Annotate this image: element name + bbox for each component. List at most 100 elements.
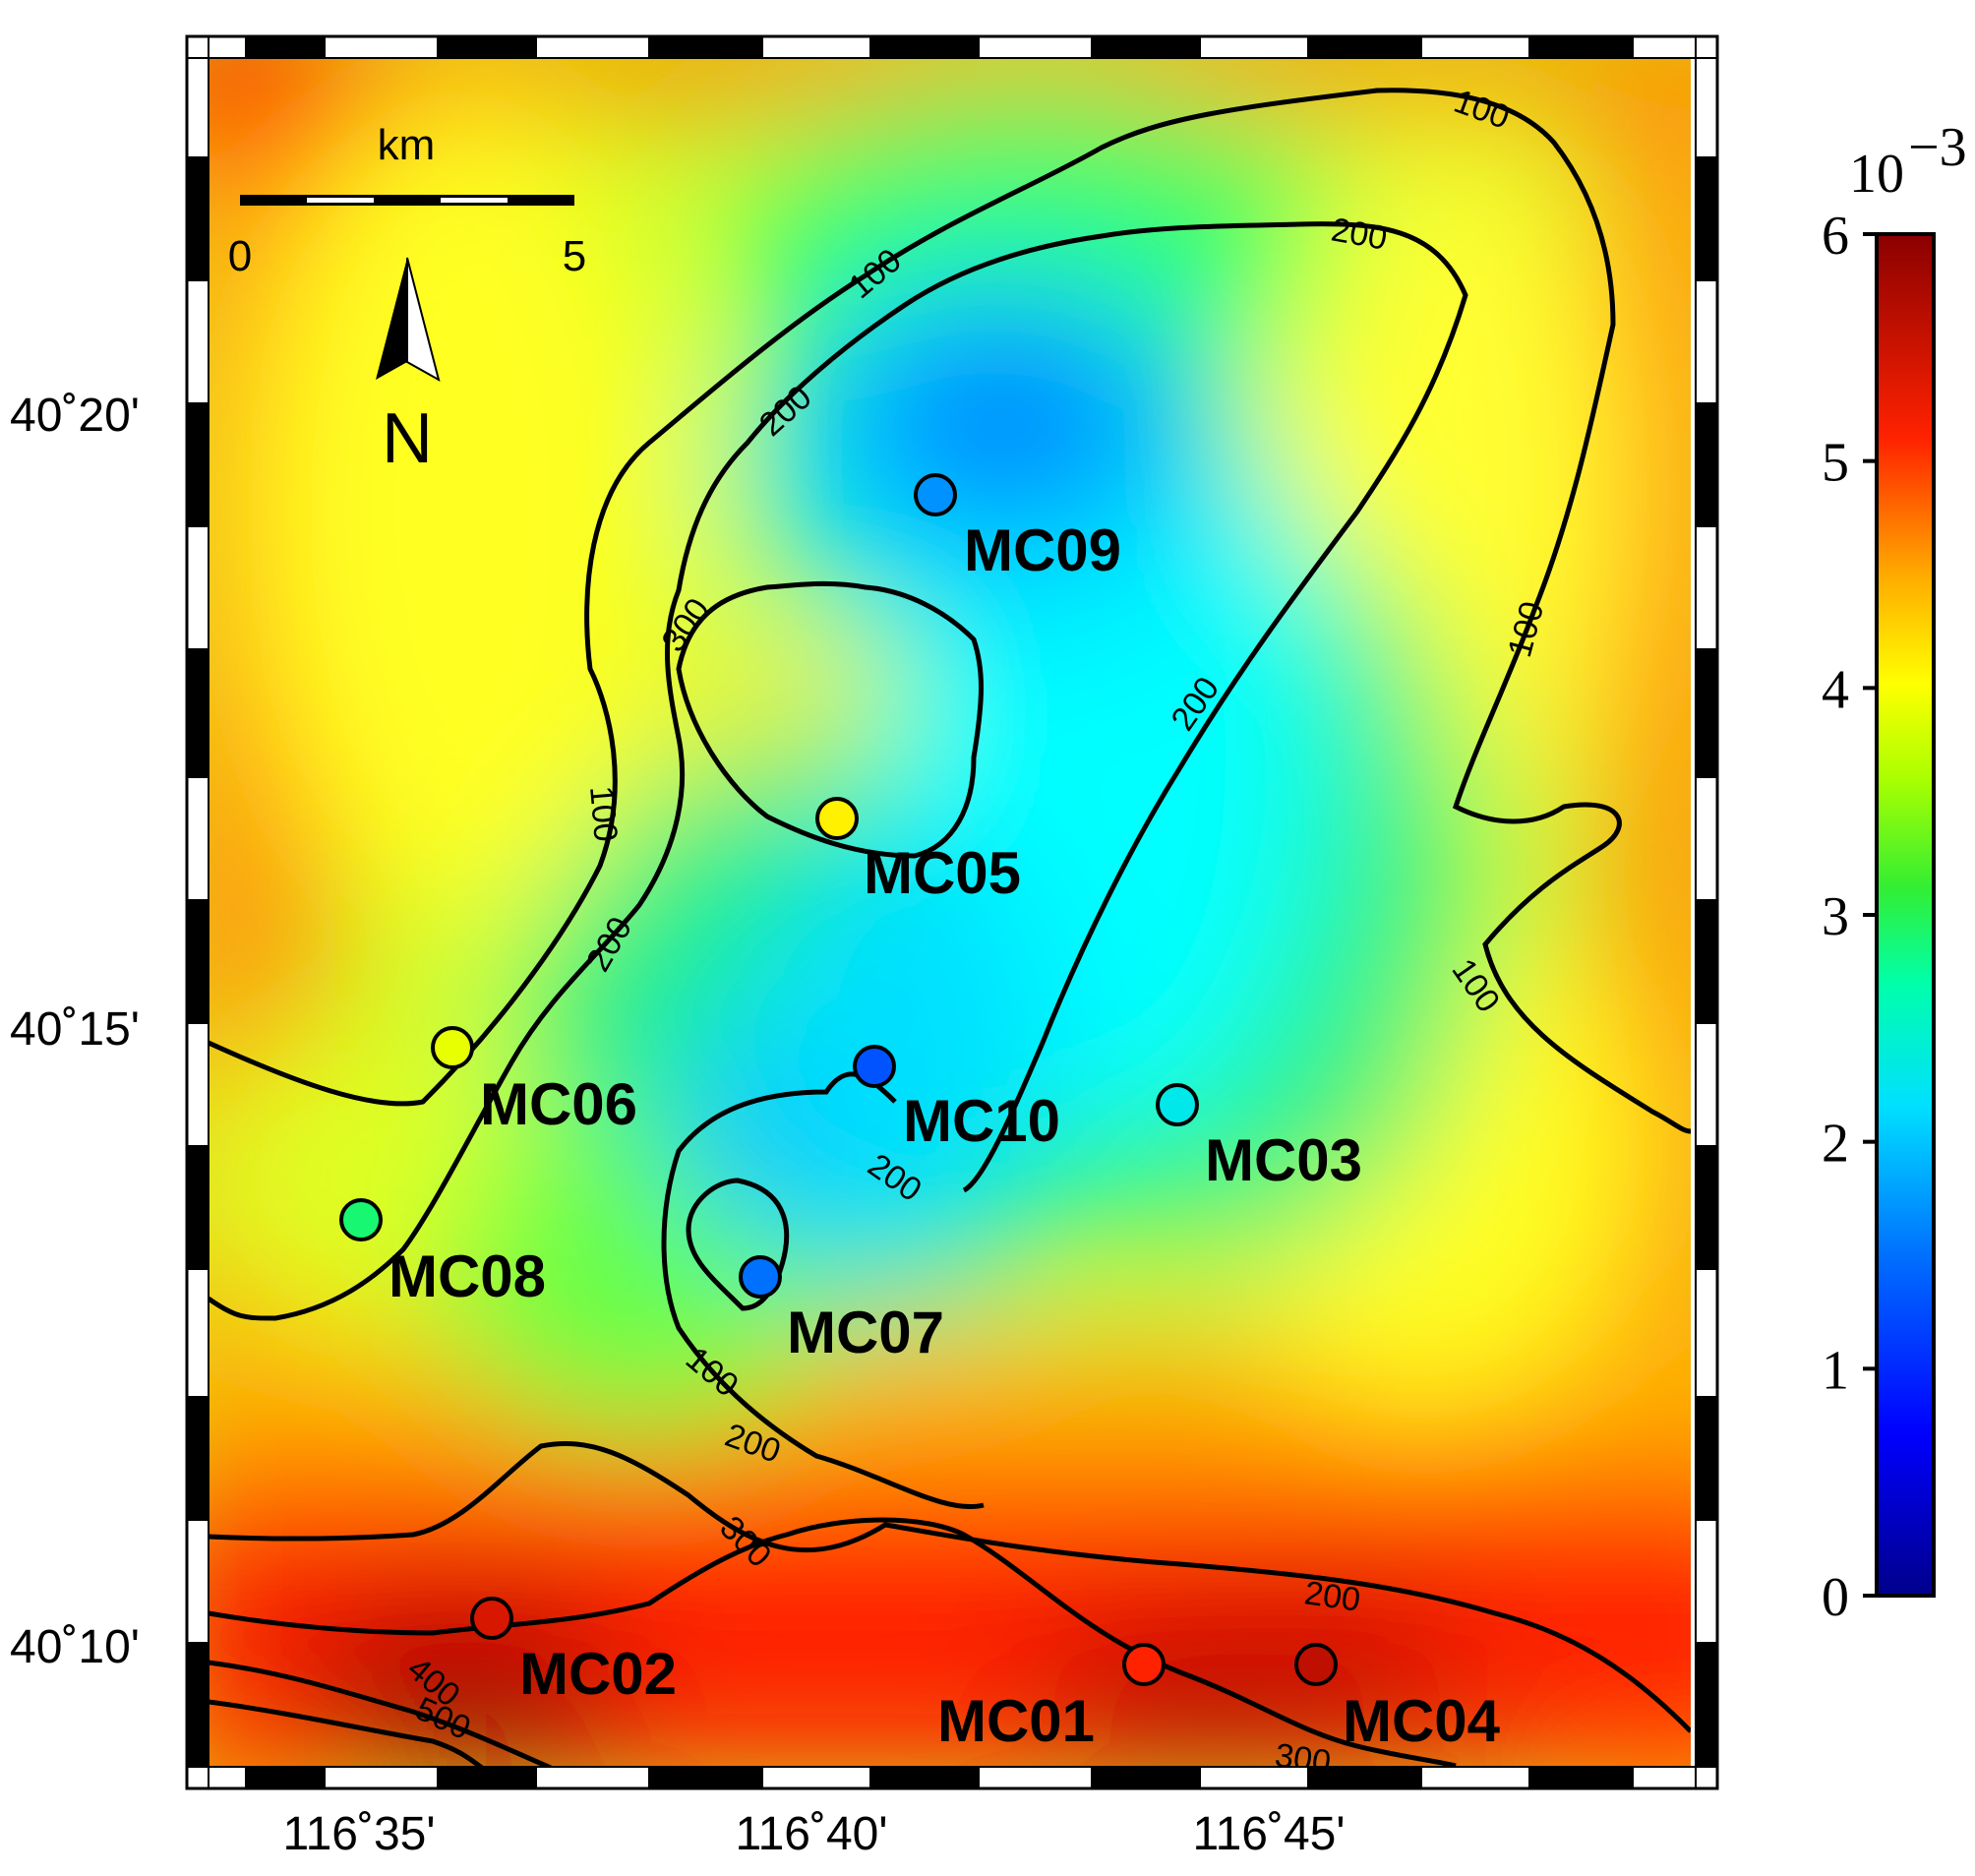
contour-label: 200 [1302, 1574, 1362, 1619]
frame-segment [437, 35, 537, 59]
scale-bar: km 0 5 [228, 121, 586, 280]
north-label: N [382, 399, 433, 478]
colorbar-tick-label: 0 [1822, 1567, 1849, 1628]
station-mc06[interactable]: MC06 [431, 1026, 637, 1137]
y-tick-label: 40˚10' [10, 1621, 140, 1673]
colorbar-tick-label: 1 [1822, 1340, 1849, 1401]
frame-segment [186, 1268, 209, 1398]
station-label: MC03 [1205, 1127, 1362, 1193]
north-arrow-icon: N [376, 257, 441, 478]
frame-segment [1632, 1766, 1697, 1789]
frame-segment [437, 1766, 537, 1789]
frame-segment [186, 899, 209, 1024]
frame-segment [978, 35, 1093, 59]
frame-segment [186, 648, 209, 778]
frame-segment [1695, 1145, 1718, 1270]
scale-bar-unit: km [378, 121, 436, 169]
frame-segment [761, 35, 871, 59]
station-markers: MC09 MC05 MC06 MC10 MC03 MC08 MC07 MC02 [339, 473, 1501, 1754]
frame-segment [1528, 35, 1634, 59]
scale-bar-end: 5 [563, 232, 586, 280]
colorbar-gradient-bar [1875, 232, 1936, 1598]
station-marker [1156, 1083, 1199, 1126]
frame-segment [1695, 648, 1718, 778]
frame-segment [1695, 1022, 1718, 1147]
contour-lines [209, 88, 1691, 1768]
frame-segment [1695, 57, 1718, 158]
frame-segment [535, 1766, 650, 1789]
frame-segment [1695, 899, 1718, 1024]
scale-bar-start: 0 [228, 232, 252, 280]
frame-segment [186, 402, 209, 527]
frame-segment [186, 279, 209, 404]
station-marker [1294, 1643, 1338, 1686]
x-tick-label: 116˚40' [735, 1808, 887, 1860]
frame-segment [1420, 1766, 1530, 1789]
frame-segment [1695, 1642, 1718, 1768]
heatmap-field [209, 56, 1691, 1768]
frame-segment [1695, 1396, 1718, 1521]
station-marker [739, 1255, 782, 1299]
colorbar-tick-label: 5 [1822, 433, 1849, 494]
frame-segment [869, 35, 980, 59]
frame-segment [1420, 35, 1530, 59]
frame-segment [1695, 1519, 1718, 1644]
station-mc09[interactable]: MC09 [914, 473, 1121, 583]
frame-segment [535, 35, 650, 59]
contour-300-ring [676, 580, 984, 859]
colorbar-ticks: 0 1 2 3 4 5 6 [1822, 206, 1877, 1628]
contour-200-inner [661, 1071, 985, 1509]
colorbar-tick-label: 6 [1822, 206, 1849, 267]
station-marker [914, 473, 957, 516]
frame-segment [186, 1022, 209, 1147]
contour-200-left [209, 221, 1468, 1321]
frame-segment [1695, 35, 1718, 59]
station-label: MC05 [864, 840, 1021, 906]
frame-segment [1695, 1268, 1718, 1398]
station-label: MC06 [480, 1071, 637, 1137]
frame-segment [245, 1766, 326, 1789]
frame-segment [1528, 1766, 1634, 1789]
frame-segment [186, 1145, 209, 1270]
station-label: MC09 [964, 517, 1121, 583]
colorbar-tick-label: 4 [1822, 659, 1849, 720]
station-mc10[interactable]: MC10 [853, 1045, 1060, 1154]
station-marker [470, 1597, 513, 1640]
frame-segment [208, 35, 247, 59]
x-tick-label: 116˚45' [1192, 1808, 1345, 1860]
frame-segment [186, 776, 209, 901]
colorbar-tick-label: 3 [1822, 886, 1849, 947]
station-marker [815, 797, 859, 840]
frame-segment [1199, 35, 1309, 59]
station-label: MC01 [937, 1688, 1095, 1754]
frame-outline [185, 34, 1719, 1790]
station-mc07[interactable]: MC07 [739, 1255, 944, 1365]
frame-segment [648, 1766, 763, 1789]
map-frame [185, 34, 1719, 1790]
frame-segment [869, 1766, 980, 1789]
contour-200-low [209, 1440, 1691, 1733]
frame-segment [1695, 402, 1718, 527]
station-mc02[interactable]: MC02 [470, 1597, 677, 1707]
contour-300-low [209, 1517, 1457, 1768]
station-marker [853, 1045, 896, 1088]
station-label: MC08 [389, 1243, 546, 1309]
frame-segment [648, 35, 763, 59]
station-marker [431, 1026, 474, 1069]
x-axis-labels: 116˚35' 116˚40' 116˚45' [282, 1808, 1345, 1860]
colorbar-tick-label: 2 [1822, 1114, 1849, 1175]
y-axis-labels: 40˚20' 40˚15' 40˚10' [10, 390, 140, 1673]
station-mc01[interactable]: MC01 [937, 1643, 1166, 1754]
station-mc05[interactable]: MC05 [815, 797, 1021, 906]
station-mc08[interactable]: MC08 [339, 1198, 546, 1309]
station-mc04[interactable]: MC04 [1294, 1643, 1501, 1754]
contour-label: 100 [582, 784, 625, 843]
colorbar-exponent-base: 10 [1849, 144, 1904, 205]
frame-segment [324, 1766, 439, 1789]
station-label: MC10 [903, 1088, 1060, 1154]
frame-segment [186, 525, 209, 650]
station-mc03[interactable]: MC03 [1156, 1083, 1362, 1193]
frame-segment [1632, 35, 1697, 59]
frame-segment [1695, 525, 1718, 650]
